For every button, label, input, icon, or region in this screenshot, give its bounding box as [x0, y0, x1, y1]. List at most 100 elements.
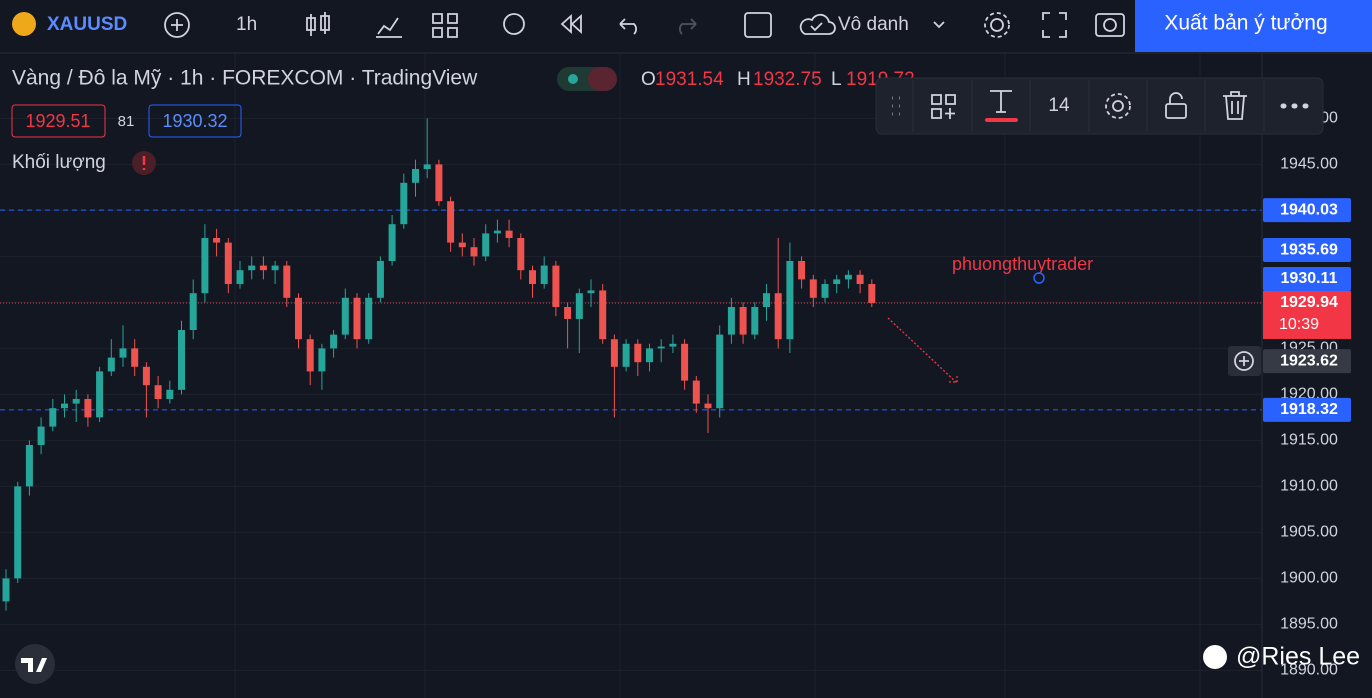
- candle-body: [166, 389, 174, 399]
- candle-body: [856, 274, 864, 284]
- alert-icon[interactable]: [503, 13, 525, 35]
- lock-icon[interactable]: [1165, 103, 1187, 119]
- y-tick-label: 1895.00: [1280, 616, 1338, 633]
- candle-body: [716, 334, 724, 409]
- y-tick-label: 1905.00: [1280, 524, 1338, 541]
- drag-handle[interactable]: [892, 96, 900, 116]
- indicators-icon[interactable]: [376, 17, 402, 38]
- candle-body: [435, 164, 443, 202]
- chart-type-icon[interactable]: [306, 12, 330, 36]
- tv-logo-mark: [21, 658, 47, 672]
- add-symbol[interactable]: [164, 12, 190, 38]
- price-badge-label: 1918.32: [1280, 401, 1338, 418]
- candle-body: [669, 343, 677, 347]
- candle-body: [529, 270, 536, 284]
- candle-body: [201, 238, 209, 294]
- candle-body: [447, 201, 455, 243]
- candle-body: [622, 343, 630, 367]
- settings-icon[interactable]: [990, 18, 1004, 32]
- high-value: 1932.75: [753, 69, 822, 90]
- candle-body: [2, 578, 10, 602]
- cloud-icon[interactable]: [799, 13, 836, 35]
- ask-box[interactable]: [148, 104, 242, 138]
- price-badge: [1263, 266, 1351, 291]
- candle-body: [634, 343, 642, 363]
- drawing-toolbar: [875, 77, 1324, 135]
- candle-body: [575, 293, 583, 319]
- bid-box[interactable]: [11, 104, 106, 138]
- replay-icon[interactable]: [560, 13, 582, 35]
- candle-body: [751, 307, 759, 335]
- symbol[interactable]: XAUUSD: [47, 14, 127, 35]
- candle-body: [213, 238, 221, 243]
- candle-body: [25, 445, 33, 487]
- candle-body: [154, 385, 162, 399]
- candle-body: [552, 265, 560, 307]
- plot: [0, 54, 1262, 698]
- snapshot-icon[interactable]: [1095, 13, 1125, 37]
- candle-body: [482, 233, 490, 257]
- candle-body: [178, 330, 185, 390]
- candle-body: [283, 265, 291, 298]
- candle-body: [119, 348, 127, 358]
- text-color-swatch: [985, 118, 1018, 122]
- candle-body: [341, 297, 349, 335]
- delete-icon[interactable]: [1223, 91, 1247, 120]
- redo-icon: [679, 18, 697, 35]
- arrow-drawing[interactable]: [887, 317, 958, 384]
- text-color-icon[interactable]: [990, 90, 1012, 113]
- price-badge: [1263, 349, 1351, 374]
- layouts-icon[interactable]: [432, 13, 458, 38]
- candle-body: [786, 261, 794, 340]
- candle-body: [330, 334, 338, 349]
- layout-name[interactable]: Vô danh: [838, 14, 909, 35]
- ask: 1930.32: [162, 111, 227, 131]
- bid: 1929.51: [25, 111, 90, 131]
- text-annotation[interactable]: phuongthuytrader: [952, 254, 1093, 274]
- candle-body: [739, 307, 747, 335]
- chart-title: Vàng / Đô la Mỹ · 1h · FOREXCOM · Tradin…: [12, 67, 478, 90]
- candle-body: [493, 230, 501, 234]
- plus: [1239, 356, 1249, 366]
- anchor-point[interactable]: [1033, 272, 1045, 284]
- dropdown-icon[interactable]: [933, 21, 945, 29]
- candle-body: [470, 247, 478, 257]
- candle-body: [365, 297, 373, 340]
- candle-body: [505, 230, 513, 238]
- candle-body: [681, 343, 689, 381]
- fullscreen-icon[interactable]: [744, 12, 772, 38]
- plus-circle: [1234, 351, 1254, 371]
- open-label: O: [641, 69, 656, 90]
- candle-body: [809, 279, 817, 298]
- candle-body: [564, 307, 572, 319]
- candle-body: [14, 486, 22, 579]
- y-tick-label: 1945.00: [1280, 156, 1338, 173]
- candle-body: [517, 238, 525, 271]
- candle-body: [96, 371, 104, 418]
- price-badge-label: 1935.69: [1280, 241, 1338, 258]
- candle-body: [646, 348, 653, 363]
- symbol-icon: [12, 12, 36, 36]
- candle-body: [727, 307, 735, 335]
- candle-body: [704, 403, 712, 409]
- candle-body: [400, 182, 408, 225]
- maximize-icon[interactable]: [1042, 12, 1067, 38]
- watermark: @Ries Lee: [1236, 643, 1360, 671]
- candle-body: [610, 339, 618, 367]
- low-label: L: [831, 69, 842, 90]
- tv-logo[interactable]: [15, 644, 55, 684]
- toolbar-settings[interactable]: [1112, 100, 1124, 112]
- undo-icon[interactable]: [619, 18, 637, 35]
- template-icon[interactable]: [931, 94, 956, 119]
- candle-body: [412, 169, 419, 183]
- open-value: 1931.54: [655, 69, 724, 90]
- font-size[interactable]: 14: [1048, 95, 1070, 116]
- interval[interactable]: 1h: [236, 14, 257, 35]
- publish-button[interactable]: [1135, 0, 1372, 52]
- candle-body: [107, 357, 115, 372]
- candle-body: [353, 297, 361, 340]
- candle-body: [248, 265, 256, 271]
- price-badge-label: 1930.11: [1281, 270, 1338, 287]
- spread: 81: [118, 113, 135, 130]
